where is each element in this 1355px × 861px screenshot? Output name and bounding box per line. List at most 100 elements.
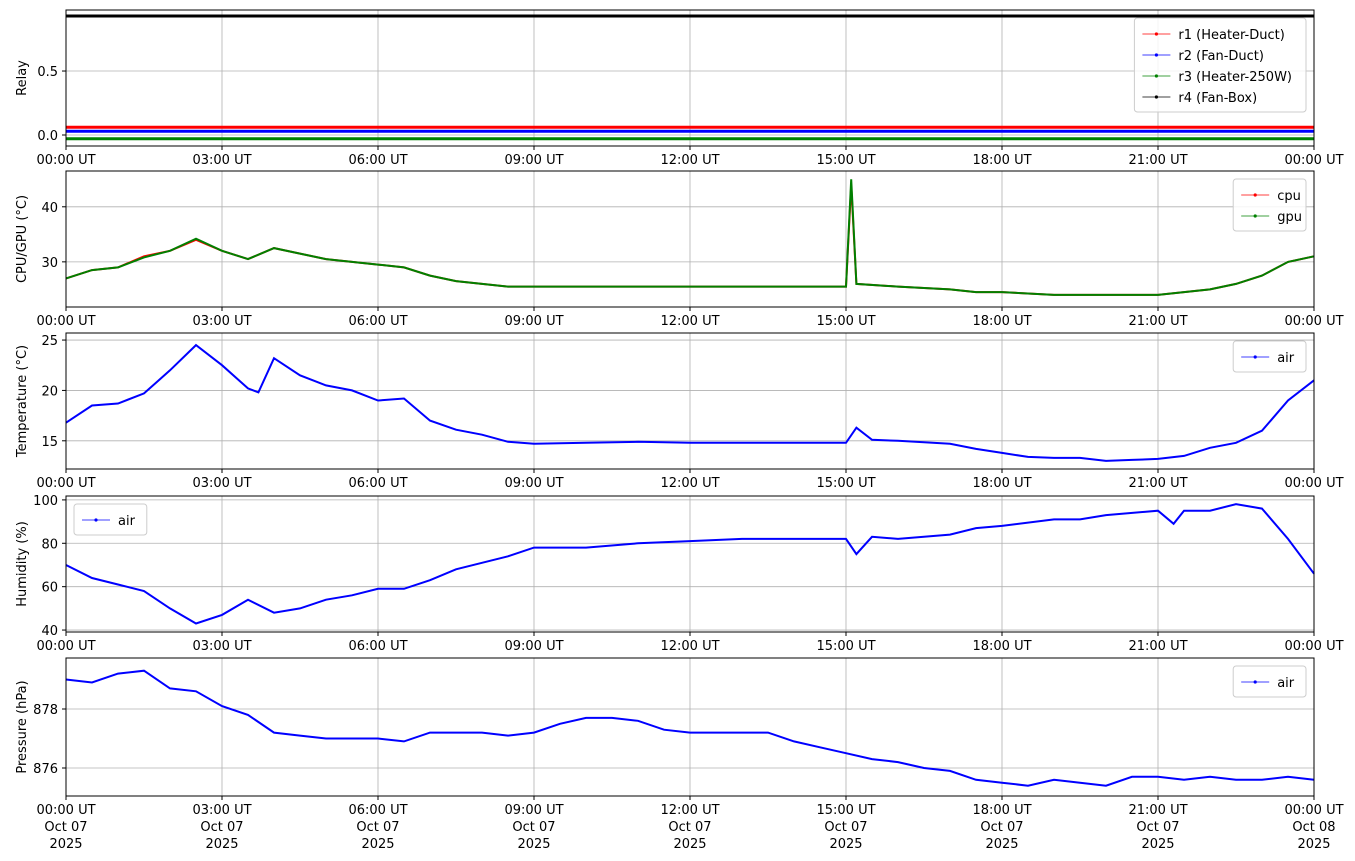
x-tick-label: 12:00 UT [660,476,719,491]
legend: air [73,503,148,536]
x-tick-label: 15:00 UT [816,476,875,491]
x-tick-label: 00:00 UT [1284,476,1343,491]
x-tick-label: 00:00 UT Oct 07 2025 [36,803,95,852]
axes-frame [65,332,1315,470]
subplot: 00:00 UT 03:00 UT 06:00 UT 09:00 UT 12:00 UT… [15,332,1344,491]
tick-label-line: 00:00 UT [1284,803,1343,818]
tick-label-line: 12:00 UT [660,803,719,818]
tick-label-line: 03:00 UT [192,803,251,818]
legend-marker [1154,74,1158,78]
tick-label-line: Oct 07 [44,820,87,835]
x-tick-label: 18:00 UT [972,476,1031,491]
tick-label-line: Oct 07 [356,820,399,835]
y-tick-label: 40 [41,201,58,216]
x-tick-label: 00:00 UT [1284,153,1343,168]
legend-box [1232,340,1307,373]
y-axis-label: Relay [15,60,30,96]
y-tick-label: 0.5 [37,65,58,80]
x-tick-label: 21:00 UT [1128,639,1187,654]
x-tick-label: 21:00 UT [1128,314,1187,329]
series-line [65,669,1315,787]
subplot: 00:00 UT 03:00 UT 06:00 UT 09:00 UT 12:00 UT… [15,494,1344,654]
x-tick-label: 00:00 UT [1284,639,1343,654]
series-line [65,503,1315,625]
legend-box [73,503,148,536]
legend-box [1232,665,1307,698]
x-tick-label: 09:00 UT Oct 07 2025 [504,803,563,852]
legend-label: cpu [1277,189,1301,204]
y-tick-label: 30 [41,256,58,271]
x-tick-label: 06:00 UT Oct 07 2025 [348,803,407,852]
x-tick-label: 18:00 UT [972,639,1031,654]
subplot: 00:00 UT 03:00 UT 06:00 UT 09:00 UT 12:00 UT… [15,9,1344,168]
y-tick-label: 878 [33,703,58,718]
x-tick-label: 12:00 UT [660,314,719,329]
x-tick-label: 12:00 UT Oct 07 2025 [660,803,719,852]
tick-label-line: 06:00 UT [348,803,407,818]
x-tick-label: 03:00 UT [192,153,251,168]
x-tick-label: 18:00 UT Oct 07 2025 [972,803,1031,852]
legend-box [1133,17,1307,113]
legend-marker [1253,680,1257,684]
tick-label-line: 15:00 UT [816,803,875,818]
y-tick-label: 80 [41,537,58,552]
subplot: 00:00 UT 03:00 UT 06:00 UT 09:00 UT 12:00 UT… [15,170,1344,329]
series-line [65,343,1315,462]
x-tick-label: 21:00 UT [1128,476,1187,491]
x-tick-label: 18:00 UT [972,314,1031,329]
tick-label-line: 2025 [1141,837,1174,852]
x-tick-label: 09:00 UT [504,476,563,491]
x-tick-label: 00:00 UT Oct 08 2025 [1284,803,1343,852]
x-tick-label: 03:00 UT [192,314,251,329]
legend-marker [1154,53,1158,57]
legend-label: r3 (Heater-250W) [1178,70,1292,85]
tick-label-line: Oct 07 [512,820,555,835]
x-tick-label: 15:00 UT [816,153,875,168]
legend-marker [1253,355,1257,359]
y-tick-label: 60 [41,581,58,596]
legend-marker [1154,32,1158,36]
x-tick-label: 03:00 UT Oct 07 2025 [192,803,251,852]
tick-label-line: Oct 07 [980,820,1023,835]
tick-label-line: Oct 08 [1292,820,1335,835]
legend: cpu gpu [1232,178,1307,232]
tick-label-line: 2025 [205,837,238,852]
legend-box [1232,178,1307,232]
x-tick-label: 00:00 UT [36,153,95,168]
legend-label: r2 (Fan-Duct) [1178,49,1264,64]
x-tick-label: 06:00 UT [348,153,407,168]
tick-label-line: Oct 07 [200,820,243,835]
legend-label: r1 (Heater-Duct) [1178,28,1284,43]
x-tick-label: 18:00 UT [972,153,1031,168]
tick-label-line: Oct 07 [668,820,711,835]
x-tick-label: 15:00 UT [816,639,875,654]
legend: air [1232,665,1307,698]
legend-label: air [118,514,136,529]
legend-marker [1253,214,1257,218]
legend-marker [1253,193,1257,197]
x-tick-label: 21:00 UT [1128,153,1187,168]
axes-frame [65,170,1315,308]
legend-label: r4 (Fan-Box) [1178,91,1257,106]
y-tick-label: 40 [41,624,58,639]
tick-label-line: 2025 [49,837,82,852]
x-tick-label: 06:00 UT [348,639,407,654]
tick-label-line: Oct 07 [824,820,867,835]
y-axis-label: Humidity (%) [15,521,30,607]
axes-frame [65,495,1315,633]
tick-label-line: 2025 [673,837,706,852]
legend-label: gpu [1277,210,1302,225]
tick-label-line: Oct 07 [1136,820,1179,835]
axes-frame [65,9,1315,147]
legend: r1 (Heater-Duct) r2 (Fan-Duct) r3 (Heater-… [1133,17,1307,113]
x-tick-label: 09:00 UT [504,639,563,654]
series-line [65,179,1315,296]
y-tick-label: 876 [33,762,58,777]
y-tick-label: 25 [41,334,58,349]
x-tick-label: 03:00 UT [192,476,251,491]
legend-label: air [1277,676,1295,691]
x-tick-label: 03:00 UT [192,639,251,654]
y-tick-label: 15 [41,435,58,450]
x-tick-label: 15:00 UT Oct 07 2025 [816,803,875,852]
